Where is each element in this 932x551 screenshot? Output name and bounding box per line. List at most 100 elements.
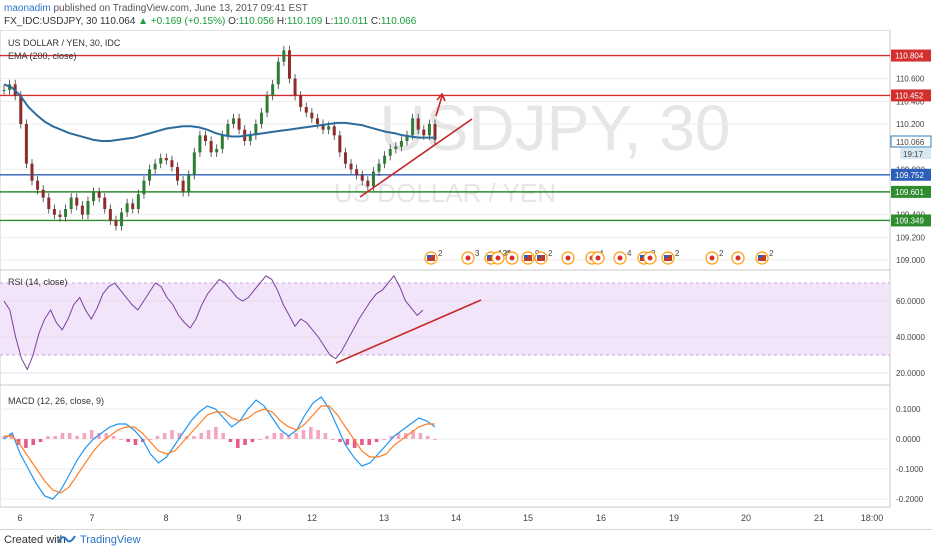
level-tag-text: 110.804: [895, 52, 924, 61]
macd-pane[interactable]: [0, 384, 891, 508]
red-dot-icon: [709, 255, 715, 261]
price-candle: [265, 95, 269, 113]
main-pane[interactable]: [0, 30, 891, 271]
event-marker[interactable]: [591, 251, 605, 265]
ohlc-high-label: H:: [276, 16, 287, 27]
main-y-tick-label: 110.400: [896, 97, 925, 106]
event-marker[interactable]: [505, 251, 519, 265]
price-candle: [125, 203, 129, 213]
macd-histogram-bar: [53, 436, 57, 439]
main-y-tick-label: 110.600: [896, 75, 925, 84]
event-marker[interactable]: 2: [705, 249, 724, 265]
macd-histogram-bar: [119, 439, 123, 440]
rsi-line: [3, 274, 424, 371]
macd-histogram-bar: [75, 436, 79, 439]
macd-y-ticks: 0.1000 0.0000 -0.1000 -0.2000: [896, 405, 924, 504]
time-axis-label: 14: [451, 513, 461, 523]
event-marker[interactable]: 2: [755, 249, 774, 265]
time-axis-label: 15: [523, 513, 533, 523]
red-dot-icon: [509, 255, 515, 261]
macd-signal-line: [4, 405, 435, 494]
macd-histogram-bar: [162, 433, 167, 439]
level-tag-text: 109.752: [895, 171, 924, 180]
macd-histogram-bar: [60, 433, 65, 439]
price-candle: [64, 209, 68, 217]
level-tags: 110.804 110.452 109.752 109.601 109.349: [891, 49, 931, 227]
event-marker[interactable]: 2: [534, 249, 553, 265]
price-candle: [92, 192, 96, 202]
price-candle: [271, 84, 275, 96]
price-candle: [136, 194, 140, 209]
price-candle: [287, 50, 291, 79]
event-count: 124: [498, 249, 512, 258]
macd-histogram-bar: [16, 439, 21, 445]
event-marker[interactable]: [561, 251, 575, 265]
created-with-label: Created with: [4, 534, 66, 546]
flag-canton-icon: [664, 255, 668, 258]
symbol-info: FX_IDC:USDJPY, 30 110.064 ▲ +0.169 (+0.1…: [4, 16, 416, 27]
price-candle: [360, 175, 364, 181]
price-candle: [153, 163, 157, 170]
macd-histogram-bar: [294, 433, 299, 439]
ema-plot: [3, 83, 435, 142]
price-candle: [19, 95, 23, 124]
macd-histogram-bar: [24, 439, 28, 448]
time-axis-label: 8: [163, 513, 168, 523]
price-candle: [310, 112, 314, 119]
price-candle: [237, 118, 241, 130]
event-marker[interactable]: 2: [661, 249, 680, 265]
macd-histogram-bar: [389, 436, 393, 439]
watermark-symbol: USDJPY, 30: [380, 92, 731, 164]
macd-histogram-bar: [31, 439, 36, 445]
event-marker[interactable]: [731, 251, 745, 265]
last-price-tag-text: 110.066: [896, 138, 925, 147]
price-candle: [80, 205, 84, 215]
macd-histogram-bar: [411, 430, 415, 439]
price-candle: [399, 141, 403, 147]
level-tag: [891, 49, 931, 62]
price-candle: [47, 197, 51, 209]
time-axis-label: 9: [236, 513, 241, 523]
rsi-trendline-annotation[interactable]: [335, 299, 482, 364]
level-tag-text: 109.601: [895, 188, 924, 197]
price-candle: [176, 167, 180, 181]
author-link[interactable]: maonadim: [4, 3, 51, 14]
macd-histogram-bar: [367, 439, 372, 445]
event-marker[interactable]: 2: [424, 249, 443, 265]
red-dot-icon: [735, 255, 741, 261]
ohlc-close-value: 110.066: [380, 16, 417, 27]
price-candle: [2, 90, 6, 91]
flag-canton-icon: [537, 255, 541, 258]
macd-histogram-bar: [126, 439, 130, 442]
event-marker[interactable]: 3: [461, 249, 480, 265]
red-dot-icon: [565, 255, 571, 261]
price-plot: [2, 45, 437, 231]
macd-y-tick-label: -0.2000: [896, 495, 924, 504]
tradingview-brand-link[interactable]: TradingView: [80, 534, 141, 546]
chart-canvas[interactable]: USDJPY, 30 US DOLLAR / YEN US DOLLAR / Y…: [0, 30, 932, 529]
macd-histogram-bar: [111, 436, 116, 439]
events-row[interactable]: 23124492442222: [424, 249, 774, 265]
price-candle: [108, 209, 112, 221]
event-marker[interactable]: 4: [613, 249, 632, 265]
price-candle: [159, 158, 163, 164]
macd-histogram-bar: [265, 436, 269, 439]
price-candle: [148, 169, 152, 181]
ohlc-close-label: C:: [370, 16, 381, 27]
trendline-annotation[interactable]: [359, 118, 473, 198]
macd-histogram-bar: [82, 433, 87, 439]
price-candle: [411, 118, 415, 136]
price-candle: [433, 124, 437, 140]
price-candle: [36, 180, 40, 190]
publish-info: maonadim published on TradingView.com, J…: [4, 3, 308, 14]
price-candle: [383, 155, 387, 164]
macd-histogram-bar: [316, 430, 320, 439]
price-candle: [131, 203, 135, 209]
time-axis-label: 13: [379, 513, 389, 523]
event-marker[interactable]: [643, 251, 657, 265]
price-candle: [343, 152, 347, 164]
flag-canton-icon: [758, 255, 762, 258]
up-arrow-annotation[interactable]: [435, 95, 443, 117]
time-axis-label: 6: [17, 513, 22, 523]
price-candle: [24, 124, 28, 164]
